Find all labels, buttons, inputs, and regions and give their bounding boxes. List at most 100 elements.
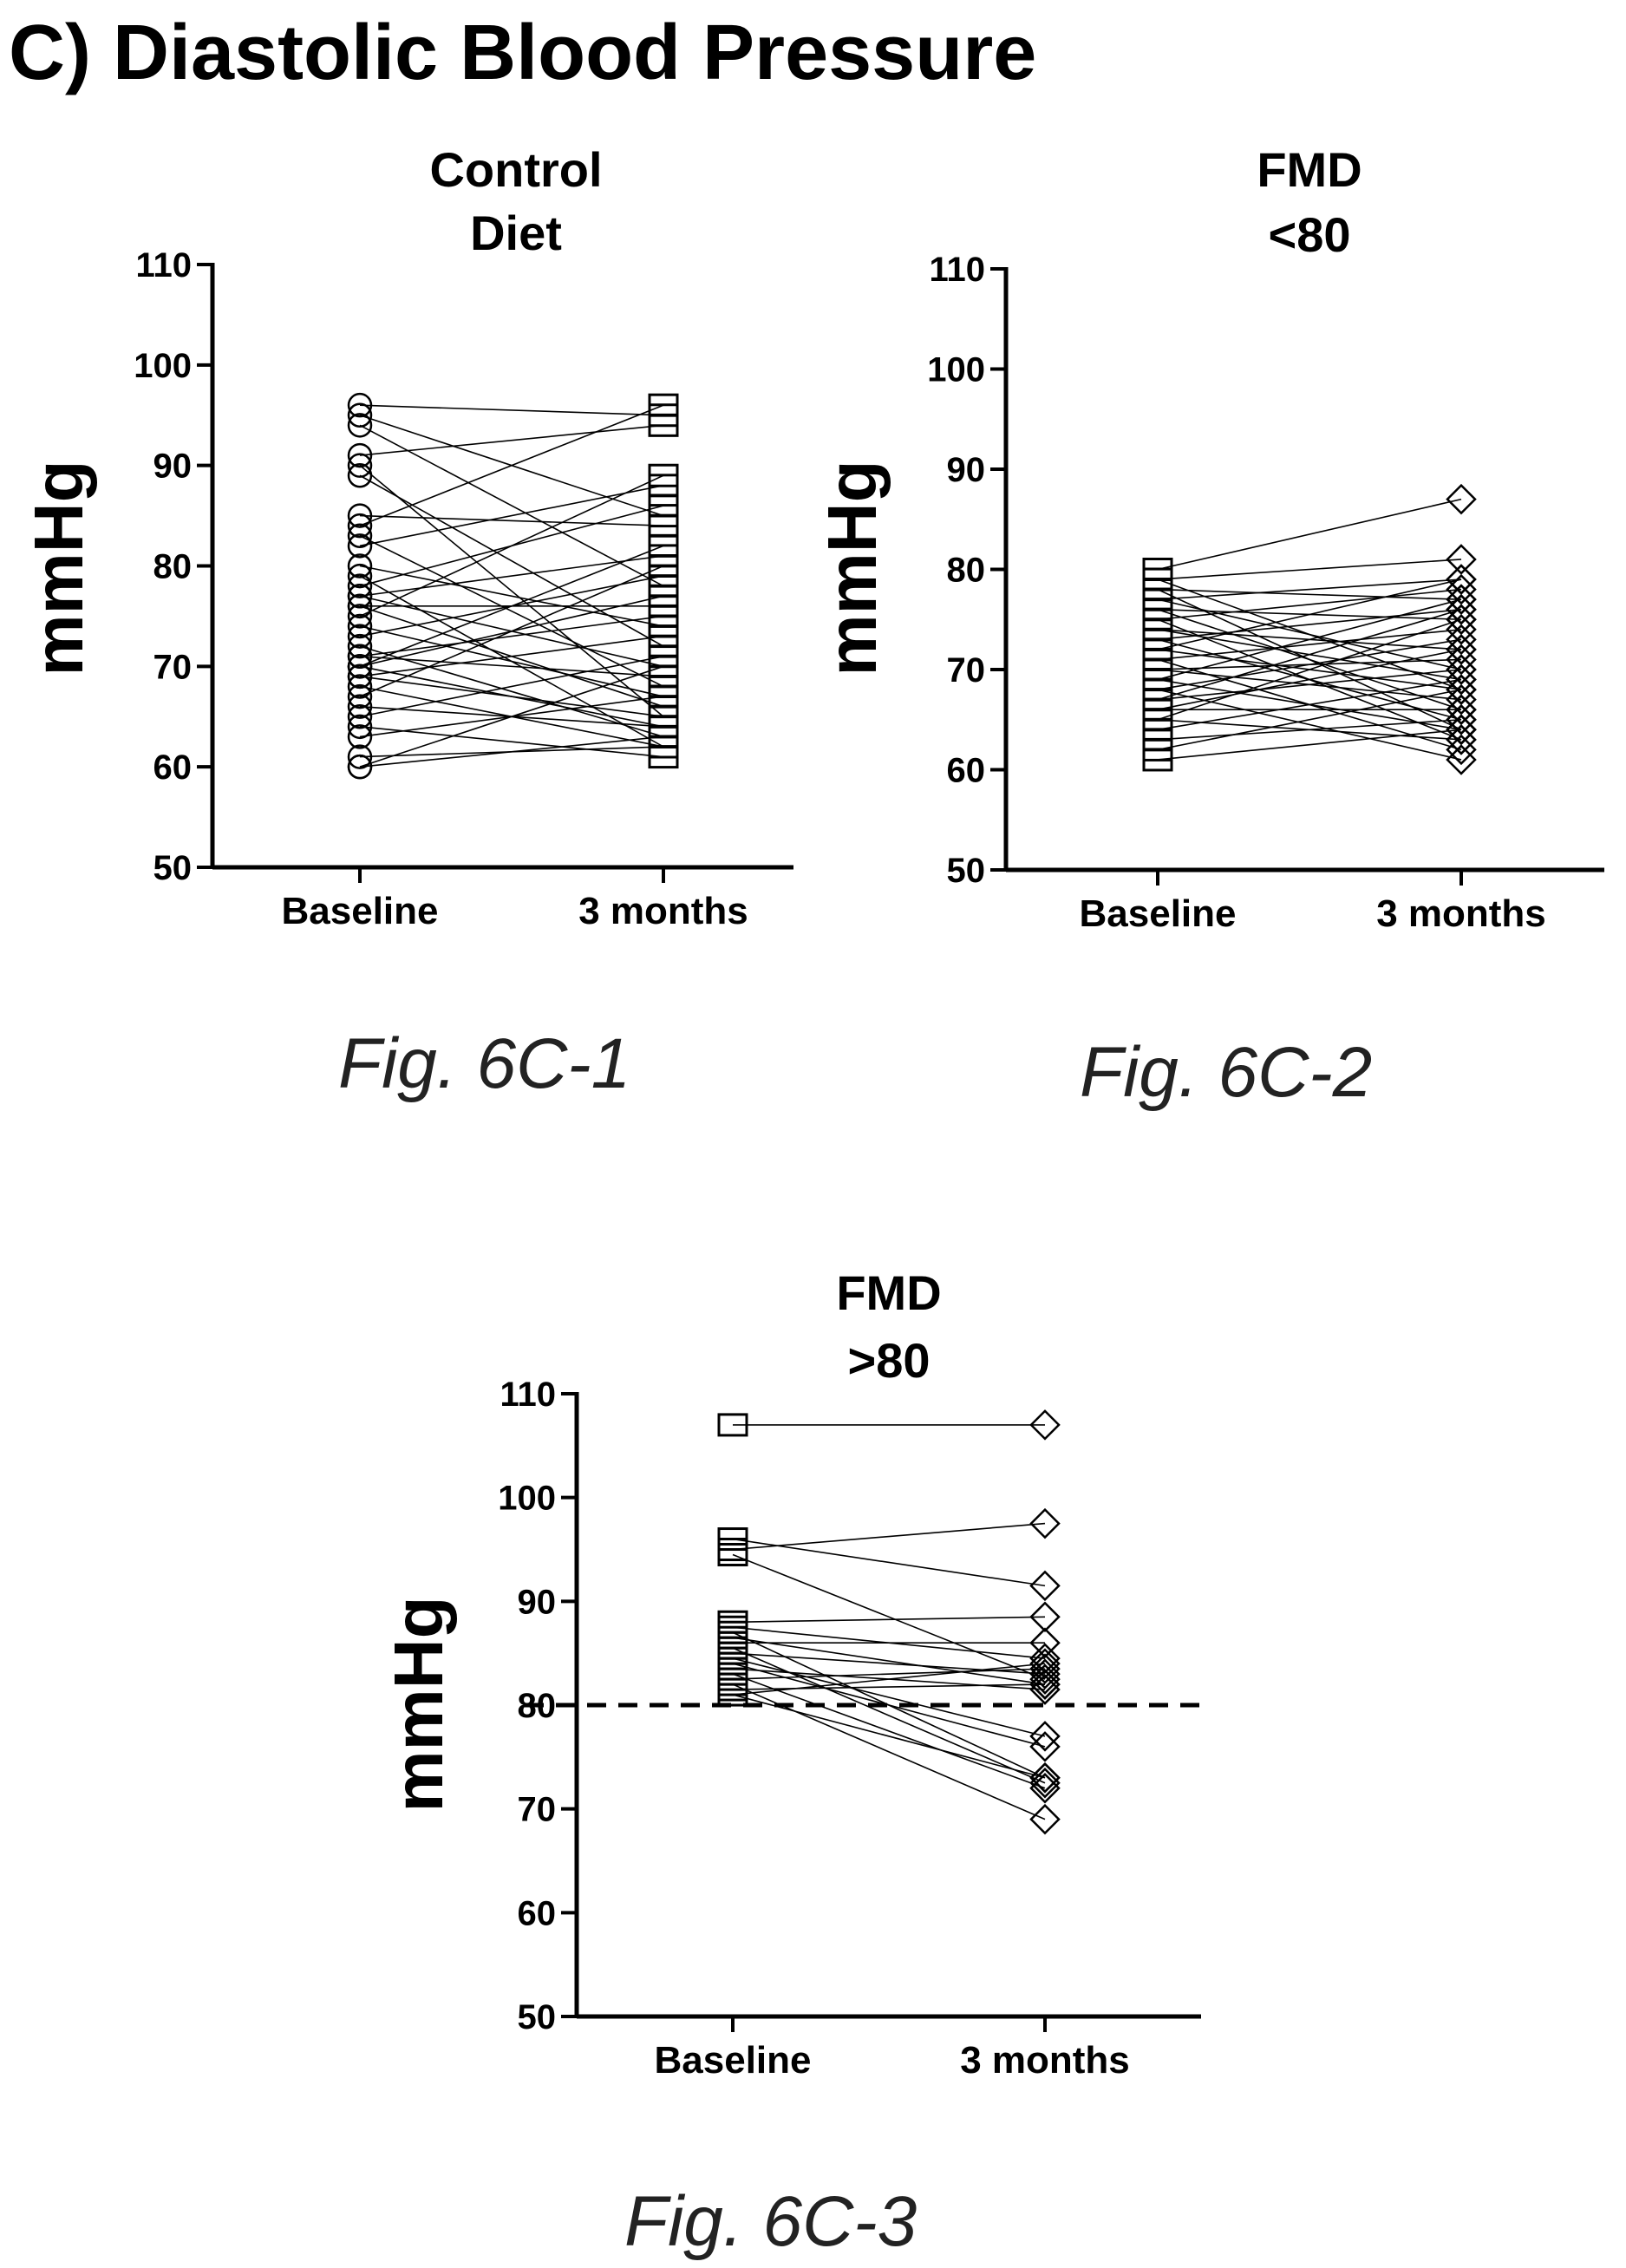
x-tick-label: Baseline: [655, 2039, 812, 2082]
y-tick-label: 100: [498, 1480, 556, 1518]
y-tick-label: 110: [500, 1376, 556, 1414]
three-month-point: [1446, 674, 1477, 705]
series-line: [1157, 588, 1462, 600]
series-line: [1157, 608, 1462, 710]
three-month-point: [1446, 544, 1477, 575]
three-month-point: [1029, 1627, 1061, 1658]
series-line: [359, 645, 664, 738]
three-month-point: [1029, 1721, 1061, 1752]
baseline-point: [347, 683, 373, 709]
series-line: [359, 565, 664, 627]
figure-caption: Fig. 6C-2: [1080, 1033, 1373, 1112]
series-line: [359, 474, 664, 618]
series-line: [732, 1673, 1046, 1789]
three-month-point: [1446, 483, 1477, 515]
series-line: [1157, 718, 1462, 741]
series-line: [359, 615, 664, 657]
series-line: [359, 404, 664, 526]
three-month-point: [1446, 624, 1477, 656]
series-line: [732, 1663, 1046, 1696]
three-month-point: [1446, 694, 1477, 725]
three-month-point: [1446, 634, 1477, 665]
chart-title-line: Diet: [470, 206, 562, 260]
baseline-point: [347, 503, 373, 528]
baseline-point: [347, 663, 373, 690]
chart-title-line: Control: [429, 142, 602, 197]
baseline-point: [347, 463, 373, 488]
baseline-point: [347, 654, 373, 679]
series-line: [732, 1616, 1046, 1624]
series-line: [1157, 559, 1462, 580]
three-month-point: [1446, 663, 1477, 696]
series-line: [359, 735, 664, 768]
y-tick-label: 80: [153, 548, 193, 586]
series-line: [359, 676, 664, 718]
series-line: [359, 655, 664, 718]
series-line: [1157, 669, 1462, 701]
y-tick-label: 90: [518, 1583, 557, 1621]
x-tick-label: Baseline: [1080, 892, 1237, 935]
y-axis-label: mmHg: [380, 1597, 457, 1813]
y-tick-label: 70: [947, 651, 986, 690]
figure-caption: Fig. 6C-1: [338, 1024, 631, 1103]
series-line: [359, 545, 664, 668]
y-tick-label: 110: [929, 251, 985, 289]
y-axis-label: mmHg: [20, 461, 97, 676]
y-tick-label: 70: [518, 1791, 557, 1829]
y-tick-label: 60: [518, 1894, 557, 1932]
series-line: [359, 514, 664, 526]
series-line: [732, 1522, 1046, 1551]
series-line: [1157, 678, 1462, 731]
three-month-point: [648, 654, 679, 678]
three-month-point: [1029, 1803, 1061, 1835]
figure-caption: Fig. 6C-3: [624, 2182, 917, 2261]
series-line: [359, 424, 664, 587]
three-month-point: [1446, 564, 1477, 595]
three-month-point: [1029, 1643, 1061, 1674]
y-tick-label: 110: [135, 246, 192, 284]
baseline-point: [347, 624, 373, 649]
series-line: [732, 1683, 1046, 1820]
baseline-point: [347, 413, 373, 438]
baseline-point: [347, 613, 373, 639]
baseline-point: [347, 593, 373, 619]
y-tick-label: 60: [947, 752, 986, 790]
baseline-point: [347, 573, 373, 598]
baseline-point: [717, 1542, 748, 1566]
series-line: [359, 555, 664, 598]
baseline-point: [347, 744, 373, 769]
series-line: [359, 565, 664, 697]
three-month-point: [648, 554, 679, 578]
series-line: [359, 535, 664, 688]
baseline-point: [347, 724, 373, 749]
three-month-point: [648, 393, 679, 417]
series-line: [1157, 729, 1462, 761]
y-tick-label: 90: [947, 451, 986, 489]
series-line: [1157, 608, 1462, 641]
three-month-point: [648, 463, 679, 487]
y-tick-label: 100: [927, 351, 985, 389]
series-line: [359, 625, 664, 697]
y-tick-label: 50: [518, 1998, 557, 2036]
three-month-point: [1446, 593, 1477, 625]
x-tick-label: Baseline: [282, 890, 439, 932]
baseline-point: [347, 533, 373, 559]
three-month-point: [1446, 654, 1477, 685]
baseline-point: [347, 402, 373, 428]
three-month-point: [1029, 1674, 1061, 1705]
baseline-point: [347, 563, 373, 589]
three-month-point: [1029, 1669, 1061, 1700]
three-month-point: [1029, 1570, 1061, 1602]
y-tick-label: 60: [153, 748, 193, 787]
baseline-point: [347, 553, 373, 578]
series-line: [732, 1538, 1046, 1587]
baseline-point: [347, 453, 373, 478]
x-tick-label: 3 months: [960, 2039, 1130, 2082]
series-line: [359, 635, 664, 677]
three-month-point: [1029, 1653, 1061, 1684]
series-line: [1157, 638, 1462, 690]
series-line: [359, 404, 664, 416]
series-line: [732, 1694, 1046, 1779]
baseline-point: [347, 584, 373, 609]
series-line: [732, 1553, 1046, 1680]
